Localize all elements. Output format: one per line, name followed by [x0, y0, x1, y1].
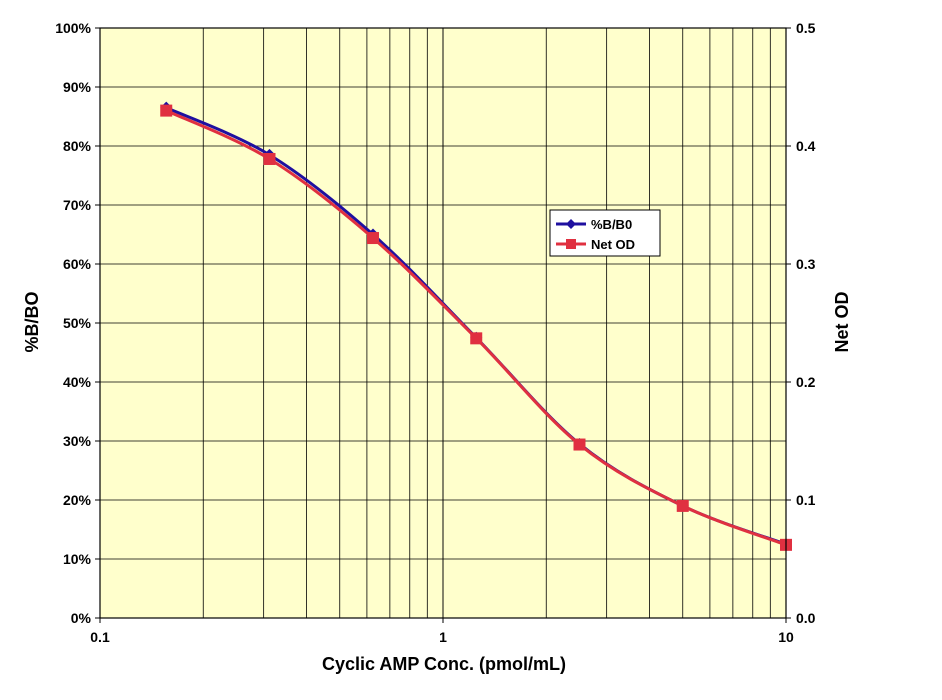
y-tick-label: 90% [63, 79, 92, 95]
y2-tick-label: 0.4 [796, 138, 816, 154]
x-tick-label: 0.1 [90, 629, 110, 645]
y-tick-label: 60% [63, 256, 92, 272]
y2-tick-label: 0.1 [796, 492, 816, 508]
legend-label-series-1: %B/B0 [591, 217, 632, 232]
legend-marker-series-1 [566, 219, 576, 229]
y-tick-label: 0% [71, 610, 92, 626]
y-tick-label: 10% [63, 551, 92, 567]
axes: 0% 10% 20% 30% 40% 50% 60% 70% 80% 90% 100% 0.0 0.1 0… [55, 20, 815, 645]
series-group [160, 101, 792, 551]
grid [99, 27, 787, 619]
data-point-square [366, 232, 379, 245]
data-point-square [160, 104, 173, 117]
x-axis-title: Cyclic AMP Conc. (pmol/mL) [322, 654, 566, 674]
legend-marker-series-2 [566, 239, 576, 249]
y-axis-title: %B/BO [22, 291, 42, 352]
x-tick-label: 1 [439, 629, 447, 645]
data-point-square [263, 152, 276, 165]
data-point-square [470, 332, 483, 345]
data-point-square [573, 438, 586, 451]
y-tick-label: 50% [63, 315, 92, 331]
y2-tick-label: 0.0 [796, 610, 816, 626]
y-tick-label: 40% [63, 374, 92, 390]
y2-tick-label: 0.5 [796, 20, 816, 36]
y2-tick-label: 0.2 [796, 374, 816, 390]
y-tick-label: 30% [63, 433, 92, 449]
y-tick-label: 80% [63, 138, 92, 154]
y-tick-label: 20% [63, 492, 92, 508]
legend-label-series-2: Net OD [591, 237, 635, 252]
series-2 [160, 104, 792, 551]
y-tick-label: 100% [55, 20, 91, 36]
legend: %B/B0 Net OD [549, 209, 661, 257]
y2-axis-title: Net OD [832, 291, 852, 352]
y2-tick-label: 0.3 [796, 256, 816, 272]
y-tick-label: 70% [63, 197, 92, 213]
x-tick-label: 10 [778, 629, 794, 645]
data-point-square [676, 499, 689, 512]
